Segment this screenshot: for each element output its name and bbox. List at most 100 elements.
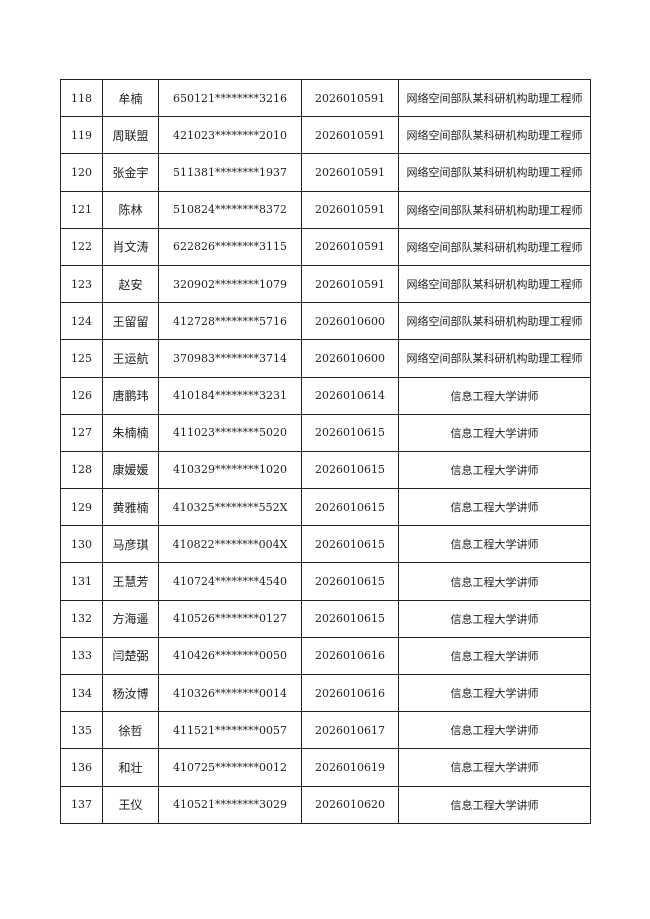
id-number-cell: 650121********3216 (158, 78, 302, 118)
row-number-cell: 129 (60, 488, 103, 527)
id-number-cell: 511381********1937 (158, 153, 302, 192)
position-code-cell: 2026010615 (301, 488, 399, 527)
name-cell: 王仪 (102, 785, 159, 824)
position-cell: 信息工程大学讲师 (398, 785, 591, 824)
position-cell: 信息工程大学讲师 (398, 748, 591, 787)
row-number-cell: 132 (60, 599, 103, 638)
position-cell: 网络空间部队某科研机构助理工程师 (398, 153, 591, 192)
row-number-cell: 137 (60, 785, 103, 824)
table-body: 118 牟楠 650121********3216 2026010591 网络空间部队某… (60, 78, 591, 824)
name-cell: 王慧芳 (102, 562, 159, 601)
position-cell: 网络空间部队某科研机构助理工程师 (398, 190, 591, 229)
name-cell: 唐鹏玮 (102, 376, 159, 415)
row-number-cell: 134 (60, 673, 103, 713)
table-row: 128 康媛媛 410329********1020 2026010615 信息工程大学… (60, 450, 591, 490)
table-row: 136 和壮 410725********0012 2026010619 信息工程大学讲… (60, 748, 591, 787)
position-cell: 网络空间部队某科研机构助理工程师 (398, 227, 591, 266)
position-cell: 网络空间部队某科研机构助理工程师 (398, 116, 591, 155)
name-cell: 赵安 (102, 264, 159, 304)
position-cell: 网络空间部队某科研机构助理工程师 (398, 339, 591, 378)
position-code-cell: 2026010591 (301, 116, 399, 155)
table-row: 120 张金宇 511381********1937 2026010591 网络空间部队… (60, 153, 591, 192)
table-row: 133 闫楚弼 410426********0050 2026010616 信息工程大学… (60, 636, 591, 676)
id-number-cell: 411521********0057 (158, 711, 302, 750)
table-row: 119 周联盟 421023********2010 2026010591 网络空间部队… (60, 116, 591, 155)
position-code-cell: 2026010615 (301, 525, 399, 564)
name-cell: 王运航 (102, 339, 159, 378)
id-number-cell: 510824********8372 (158, 190, 302, 229)
table-row: 131 王慧芳 410724********4540 2026010615 信息工程大学… (60, 562, 591, 601)
position-cell: 信息工程大学讲师 (398, 413, 591, 452)
name-cell: 和壮 (102, 748, 159, 787)
id-number-cell: 410822********004X (158, 525, 302, 564)
id-number-cell: 410184********3231 (158, 376, 302, 415)
id-number-cell: 622826********3115 (158, 227, 302, 266)
table-row: 121 陈林 510824********8372 2026010591 网络空间部队某… (60, 190, 591, 229)
id-number-cell: 412728********5716 (158, 302, 302, 341)
table-row: 118 牟楠 650121********3216 2026010591 网络空间部队某… (60, 78, 591, 118)
position-cell: 网络空间部队某科研机构助理工程师 (398, 264, 591, 304)
name-cell: 黄雅楠 (102, 488, 159, 527)
table-row: 134 杨汝博 410326********0014 2026010616 信息工程大学… (60, 673, 591, 713)
name-cell: 马彦琪 (102, 525, 159, 564)
position-cell: 信息工程大学讲师 (398, 599, 591, 638)
position-code-cell: 2026010616 (301, 636, 399, 676)
table-row: 125 王运航 370983********3714 2026010600 网络空间部队… (60, 339, 591, 378)
name-cell: 牟楠 (102, 78, 159, 118)
id-number-cell: 410725********0012 (158, 748, 302, 787)
position-code-cell: 2026010591 (301, 78, 399, 118)
table-row: 124 王留留 412728********5716 2026010600 网络空间部队… (60, 302, 591, 341)
position-code-cell: 2026010615 (301, 599, 399, 638)
table-row: 132 方海遥 410526********0127 2026010615 信息工程大学… (60, 599, 591, 638)
id-number-cell: 410521********3029 (158, 785, 302, 824)
position-code-cell: 2026010615 (301, 450, 399, 490)
table-row: 122 肖文涛 622826********3115 2026010591 网络空间部队… (60, 227, 591, 266)
row-number-cell: 125 (60, 339, 103, 378)
table-row: 127 朱楠楠 411023********5020 2026010615 信息工程大学… (60, 413, 591, 452)
row-number-cell: 120 (60, 153, 103, 192)
candidate-table: 118 牟楠 650121********3216 2026010591 网络空间部队某… (60, 78, 591, 824)
name-cell: 陈林 (102, 190, 159, 229)
table-row: 126 唐鹏玮 410184********3231 2026010614 信息工程大学… (60, 376, 591, 415)
row-number-cell: 124 (60, 302, 103, 341)
row-number-cell: 136 (60, 748, 103, 787)
position-cell: 信息工程大学讲师 (398, 711, 591, 750)
position-cell: 信息工程大学讲师 (398, 636, 591, 676)
table-row: 135 徐哲 411521********0057 2026010617 信息工程大学讲… (60, 711, 591, 750)
id-number-cell: 320902********1079 (158, 264, 302, 304)
name-cell: 王留留 (102, 302, 159, 341)
position-code-cell: 2026010600 (301, 302, 399, 341)
position-cell: 信息工程大学讲师 (398, 450, 591, 490)
id-number-cell: 370983********3714 (158, 339, 302, 378)
position-code-cell: 2026010591 (301, 153, 399, 192)
id-number-cell: 410526********0127 (158, 599, 302, 638)
position-code-cell: 2026010616 (301, 673, 399, 713)
position-code-cell: 2026010615 (301, 562, 399, 601)
id-number-cell: 410724********4540 (158, 562, 302, 601)
position-cell: 信息工程大学讲师 (398, 673, 591, 713)
position-cell: 信息工程大学讲师 (398, 488, 591, 527)
id-number-cell: 410426********0050 (158, 636, 302, 676)
row-number-cell: 133 (60, 636, 103, 676)
position-code-cell: 2026010614 (301, 376, 399, 415)
position-code-cell: 2026010591 (301, 190, 399, 229)
row-number-cell: 118 (60, 78, 103, 118)
name-cell: 杨汝博 (102, 673, 159, 713)
row-number-cell: 128 (60, 450, 103, 490)
position-cell: 网络空间部队某科研机构助理工程师 (398, 302, 591, 341)
row-number-cell: 130 (60, 525, 103, 564)
id-number-cell: 410326********0014 (158, 673, 302, 713)
name-cell: 闫楚弼 (102, 636, 159, 676)
position-code-cell: 2026010600 (301, 339, 399, 378)
row-number-cell: 126 (60, 376, 103, 415)
name-cell: 方海遥 (102, 599, 159, 638)
table-row: 129 黄雅楠 410325********552X 2026010615 信息工程大学… (60, 488, 591, 527)
table-row: 137 王仪 410521********3029 2026010620 信息工程大学讲… (60, 785, 591, 824)
row-number-cell: 119 (60, 116, 103, 155)
row-number-cell: 127 (60, 413, 103, 452)
name-cell: 张金宇 (102, 153, 159, 192)
table-row: 130 马彦琪 410822********004X 2026010615 信息工程大学… (60, 525, 591, 564)
name-cell: 周联盟 (102, 116, 159, 155)
name-cell: 朱楠楠 (102, 413, 159, 452)
position-cell: 信息工程大学讲师 (398, 562, 591, 601)
